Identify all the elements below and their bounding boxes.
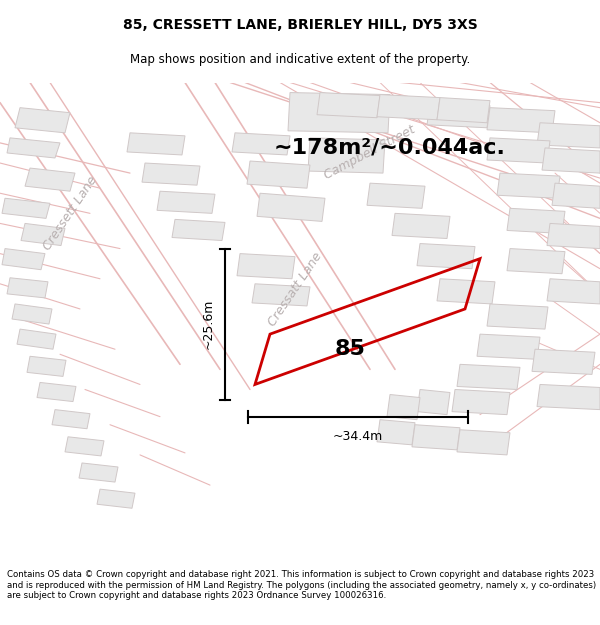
Text: ~34.4m: ~34.4m — [333, 430, 383, 443]
Polygon shape — [97, 489, 135, 508]
Polygon shape — [437, 279, 495, 304]
Polygon shape — [172, 219, 225, 241]
Polygon shape — [417, 389, 450, 414]
Polygon shape — [308, 138, 385, 173]
Polygon shape — [237, 254, 295, 279]
Polygon shape — [65, 437, 104, 456]
Polygon shape — [25, 168, 75, 191]
Polygon shape — [452, 389, 510, 414]
Polygon shape — [232, 133, 290, 155]
Polygon shape — [37, 382, 76, 402]
Polygon shape — [7, 138, 60, 158]
Polygon shape — [2, 198, 50, 218]
Polygon shape — [377, 94, 440, 120]
Polygon shape — [247, 161, 310, 188]
Text: 85, CRESSETT LANE, BRIERLEY HILL, DY5 3XS: 85, CRESSETT LANE, BRIERLEY HILL, DY5 3X… — [122, 18, 478, 32]
Polygon shape — [12, 304, 52, 324]
Text: Cressatt Lane: Cressatt Lane — [265, 249, 325, 328]
Polygon shape — [257, 193, 325, 221]
Polygon shape — [552, 183, 600, 208]
Polygon shape — [547, 223, 600, 249]
Text: ~178m²/~0.044ac.: ~178m²/~0.044ac. — [274, 138, 506, 158]
Polygon shape — [157, 191, 215, 213]
Polygon shape — [542, 148, 600, 173]
Text: Map shows position and indicative extent of the property.: Map shows position and indicative extent… — [130, 53, 470, 66]
Text: Cressett Lane: Cressett Lane — [40, 174, 100, 253]
Polygon shape — [142, 163, 200, 185]
Polygon shape — [27, 356, 66, 376]
Polygon shape — [21, 223, 65, 246]
Polygon shape — [52, 409, 90, 429]
Polygon shape — [127, 133, 185, 155]
Text: Campbell Street: Campbell Street — [322, 124, 418, 182]
Polygon shape — [477, 334, 540, 359]
Polygon shape — [537, 384, 600, 409]
Polygon shape — [457, 430, 510, 455]
Polygon shape — [487, 304, 548, 329]
Polygon shape — [79, 463, 118, 482]
Polygon shape — [387, 394, 420, 419]
Polygon shape — [507, 249, 565, 274]
Polygon shape — [317, 92, 380, 118]
Polygon shape — [15, 107, 70, 133]
Polygon shape — [427, 102, 490, 127]
Polygon shape — [288, 92, 390, 133]
Polygon shape — [537, 122, 600, 148]
Polygon shape — [252, 284, 310, 306]
Polygon shape — [412, 425, 460, 450]
Polygon shape — [507, 208, 565, 234]
Polygon shape — [487, 107, 555, 133]
Polygon shape — [2, 249, 45, 270]
Text: Contains OS data © Crown copyright and database right 2021. This information is : Contains OS data © Crown copyright and d… — [7, 571, 596, 600]
Polygon shape — [367, 183, 425, 208]
Polygon shape — [7, 278, 48, 298]
Polygon shape — [417, 244, 475, 269]
Polygon shape — [17, 329, 56, 349]
Polygon shape — [437, 98, 490, 122]
Polygon shape — [532, 349, 595, 374]
Polygon shape — [487, 138, 550, 163]
Text: 85: 85 — [335, 339, 365, 359]
Polygon shape — [457, 364, 520, 389]
Polygon shape — [392, 213, 450, 239]
Polygon shape — [377, 419, 415, 445]
Polygon shape — [547, 279, 600, 304]
Polygon shape — [497, 173, 560, 198]
Text: ~25.6m: ~25.6m — [202, 299, 215, 349]
